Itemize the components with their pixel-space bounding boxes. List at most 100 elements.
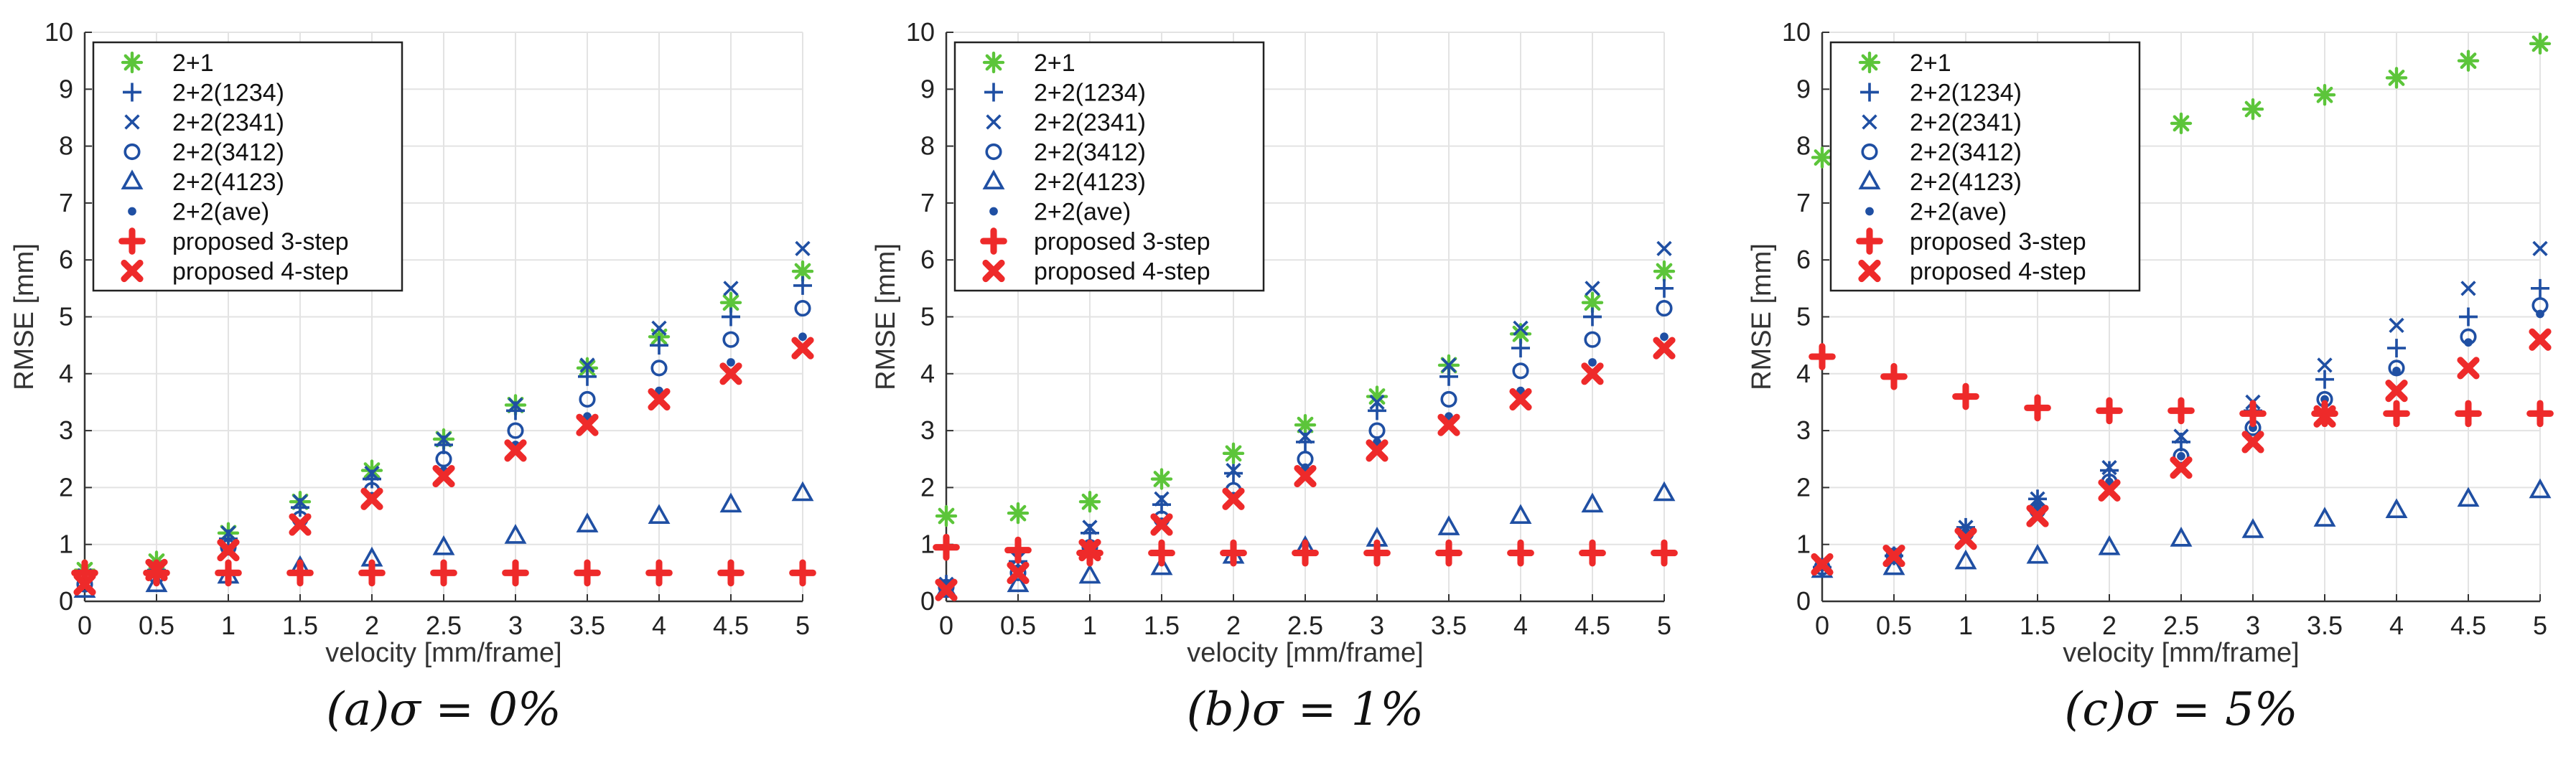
legend-box [1829, 41, 2141, 292]
data-point [1150, 468, 1173, 490]
data-point [1368, 401, 1386, 421]
data-point [1007, 502, 1030, 525]
x-tick-label: 2 [1226, 611, 1241, 640]
data-point [145, 558, 168, 581]
y-tick-label: 4 [920, 359, 935, 388]
legend-marker [121, 259, 144, 283]
legend-entry: 2+2(ave) [1865, 199, 2007, 226]
data-point [2313, 405, 2336, 428]
x-tick-label: 4.5 [713, 611, 749, 640]
data-point [2239, 400, 2267, 428]
legend-marker [124, 114, 140, 130]
data-point [1363, 539, 1391, 567]
legend-marker [980, 227, 1007, 255]
data-point [358, 559, 386, 587]
data-point [1004, 536, 1032, 564]
y-tick-label: 1 [59, 530, 73, 559]
x-axis-label: velocity [mm/frame] [325, 638, 561, 668]
data-point [1512, 362, 1529, 380]
data-point [719, 291, 742, 314]
legend-entry: 2+2(4123) [121, 169, 284, 196]
legend-label: proposed 4-step [1034, 258, 1210, 286]
legend-label: 2+2(ave) [1910, 199, 2007, 226]
data-point [722, 331, 739, 348]
data-point [1150, 513, 1173, 536]
data-point [1588, 358, 1597, 367]
data-point [650, 360, 668, 377]
data-point [789, 559, 816, 587]
y-tick-label: 6 [920, 245, 935, 274]
data-point [2026, 543, 2049, 564]
y-tick-label: 1 [1796, 530, 1811, 559]
data-point [1656, 300, 1673, 317]
data-point [578, 367, 597, 386]
x-tick-label: 0 [939, 611, 953, 640]
data-point [1222, 442, 1245, 465]
data-point [1954, 527, 1977, 550]
data-point [719, 362, 742, 385]
y-tick-label: 9 [1796, 74, 1811, 103]
y-tick-label: 7 [1796, 188, 1811, 217]
y-tick-label: 5 [920, 302, 935, 332]
data-point [935, 578, 958, 601]
legend-marker [1861, 143, 1878, 161]
data-point [1441, 357, 1457, 373]
data-point [1226, 462, 1241, 479]
legend-entry: 2+1 [1858, 50, 1951, 77]
legend-entry: proposed 3-step [980, 227, 1210, 255]
x-tick-label: 1.5 [1144, 611, 1180, 640]
x-tick-label: 4.5 [2450, 611, 2486, 640]
legend: 2+1 2+2(1234)2+2(2341) 2+2(3412) 2+2(4123) 2… [953, 41, 1265, 292]
data-point [798, 332, 807, 342]
data-point [2387, 339, 2406, 358]
x-tick-label: 4 [1513, 611, 1528, 640]
data-point [1437, 515, 1460, 535]
data-point [648, 388, 671, 411]
y-tick-label: 5 [59, 302, 73, 332]
legend-label: 2+1 [172, 50, 214, 77]
data-point [2532, 240, 2548, 256]
data-point [145, 572, 168, 593]
data-point [1509, 388, 1532, 411]
x-tick-label: 0.5 [1000, 611, 1036, 640]
data-point [1655, 278, 1674, 298]
legend-entry: 2+2(ave) [989, 199, 1131, 226]
data-point [1581, 362, 1604, 385]
data-point [2385, 379, 2408, 403]
data-point [576, 512, 599, 532]
data-point [2383, 400, 2410, 428]
x-tick-label: 5 [1657, 611, 1671, 640]
y-tick-label: 8 [59, 131, 73, 161]
data-point [2385, 498, 2408, 519]
data-point [1952, 382, 1979, 410]
legend-marker [985, 143, 1002, 161]
x-tick-label: 3.5 [569, 611, 605, 640]
x-tick-label: 3 [508, 611, 523, 640]
x-tick-label: 0 [78, 611, 92, 640]
data-point [1078, 539, 1101, 562]
x-tick-label: 5 [795, 611, 810, 640]
data-point [1435, 539, 1462, 567]
data-point [2455, 400, 2482, 428]
panel-caption: (c)σ = 5% [2064, 683, 2297, 736]
legend-marker [986, 114, 1002, 130]
legend-entry: 2+1 [982, 50, 1075, 77]
legend-entry: proposed 4-step [982, 258, 1210, 286]
x-tick-label: 4 [652, 611, 666, 640]
data-point [574, 559, 601, 587]
data-point [1297, 428, 1313, 444]
x-tick-label: 1 [221, 611, 235, 640]
data-point [364, 465, 380, 482]
series-proposed-4-step [935, 337, 1676, 601]
y-tick-label: 8 [1796, 131, 1811, 161]
data-point [432, 535, 455, 555]
x-tick-label: 0 [1815, 611, 1829, 640]
data-point [2457, 50, 2480, 72]
data-point [2096, 397, 2123, 425]
x-tick-label: 2.5 [426, 611, 462, 640]
data-point [723, 281, 739, 296]
y-tick-label: 5 [1796, 302, 1811, 332]
chart-panel-1: 0 0.5 1 1.5 2 2.5 3 3.5 4 4.5 5 0 1 2 3 4 5 6 7 8 9 10 velocit… [9, 17, 816, 736]
data-point [2526, 400, 2554, 428]
x-tick-label: 2.5 [2163, 611, 2199, 640]
